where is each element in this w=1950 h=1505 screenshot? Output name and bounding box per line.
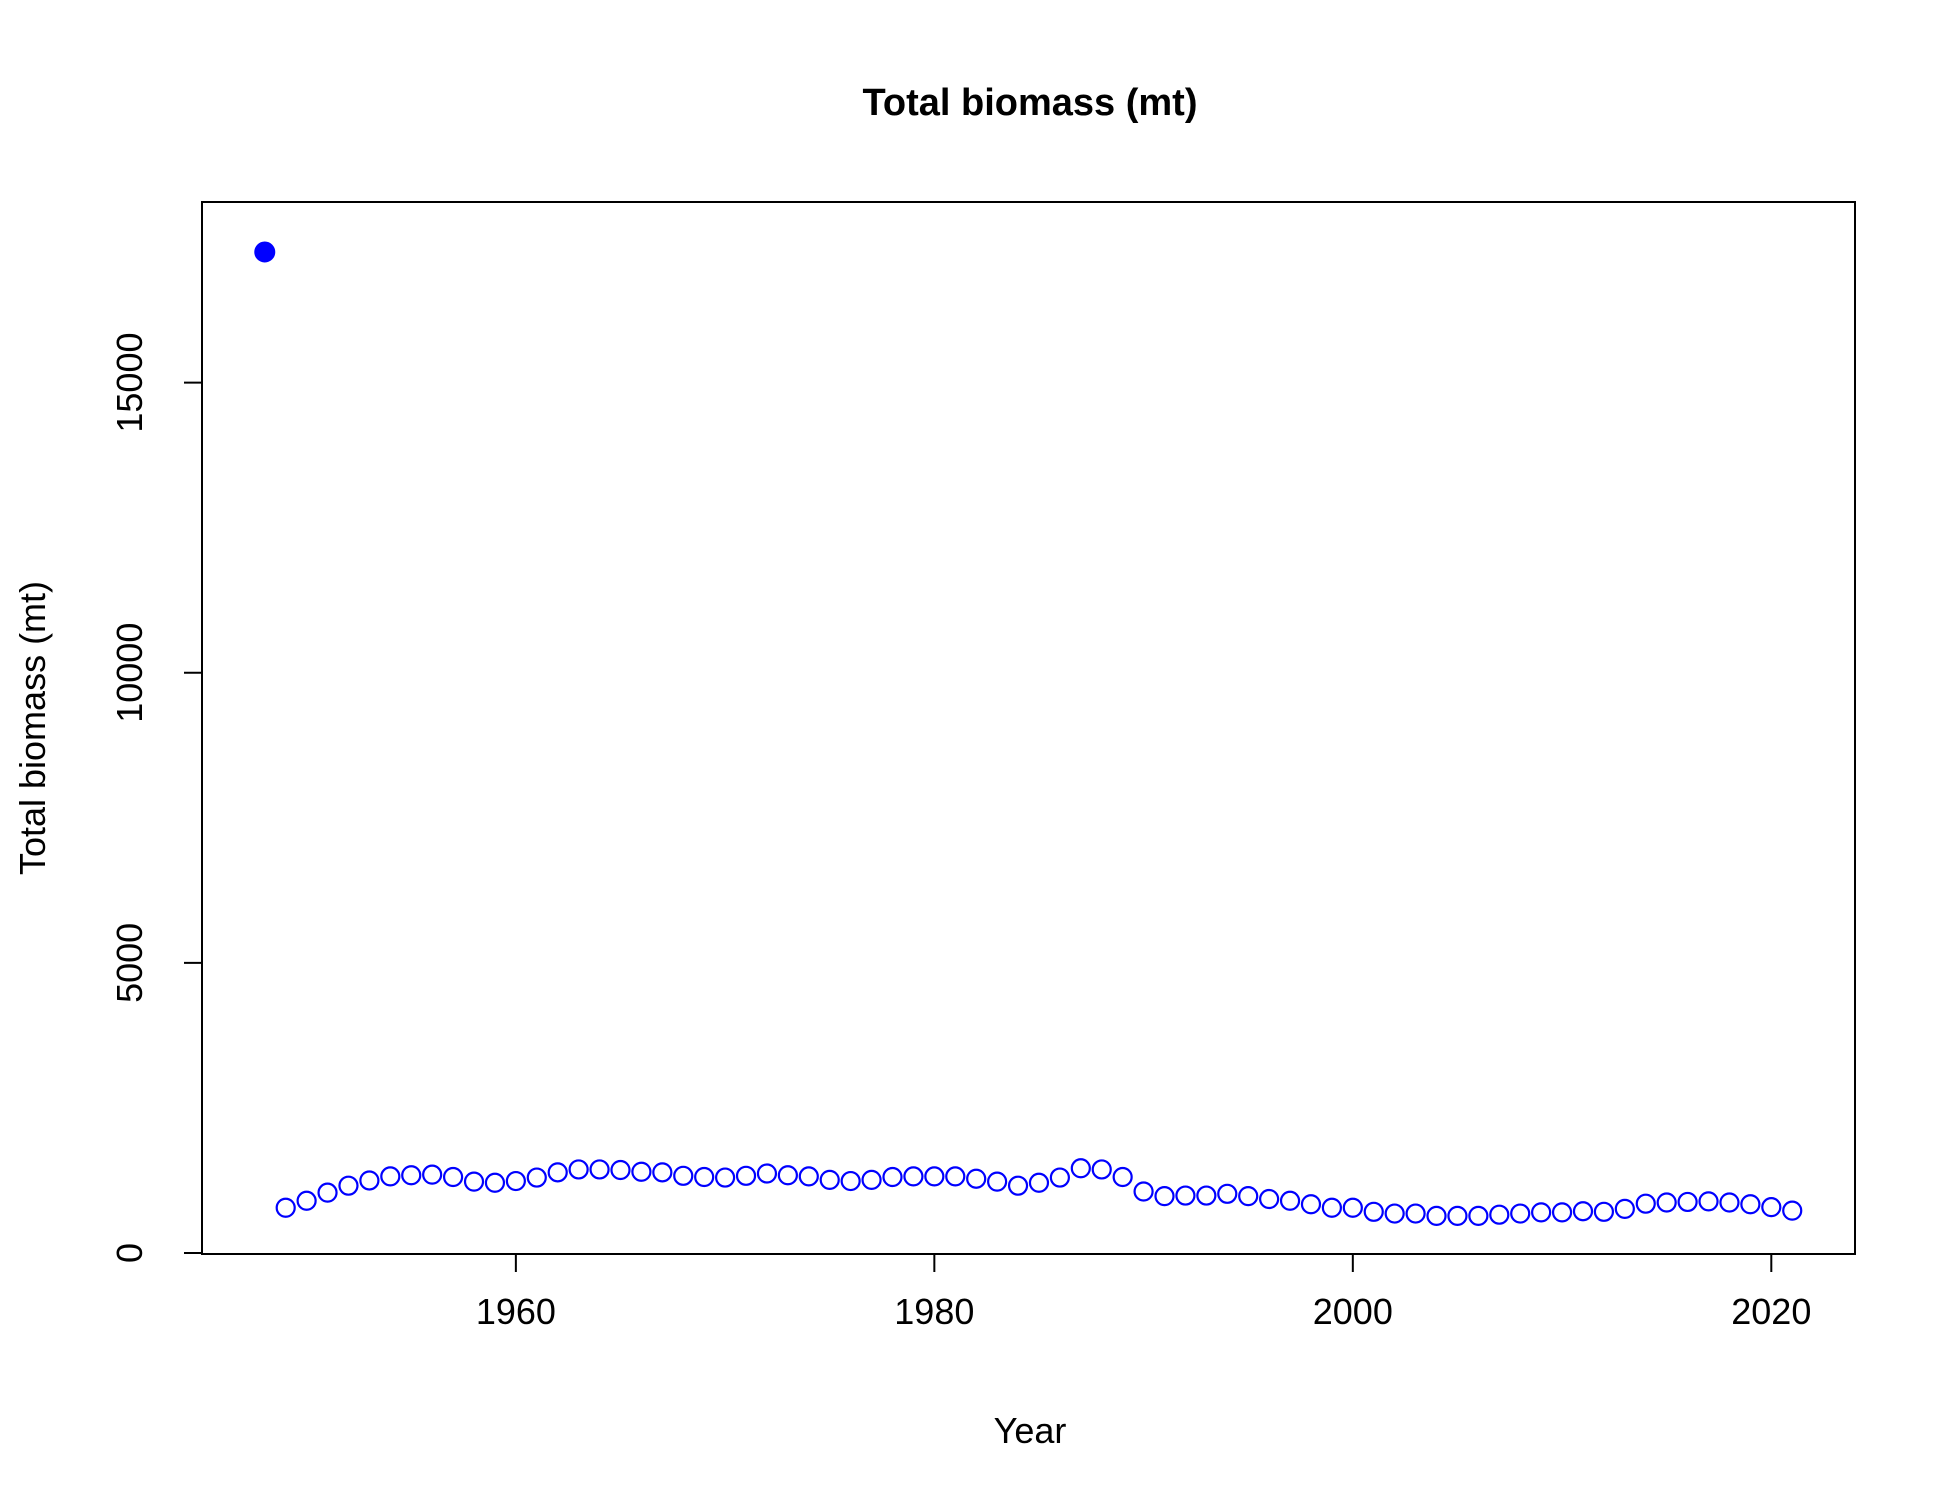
data-point <box>756 1163 778 1184</box>
data-point <box>401 1165 422 1186</box>
data-point <box>735 1165 757 1186</box>
data-point <box>359 1170 380 1191</box>
data-point <box>526 1167 547 1188</box>
data-point <box>694 1166 715 1188</box>
data-point <box>798 1166 819 1187</box>
data-point <box>1572 1201 1594 1222</box>
data-point <box>1133 1181 1154 1202</box>
y-tick-label: 5000 <box>109 923 150 1003</box>
data-points <box>254 241 1803 1226</box>
data-point <box>505 1170 526 1192</box>
data-point <box>1489 1204 1510 1225</box>
data-point <box>610 1159 631 1181</box>
data-point <box>1363 1201 1384 1222</box>
data-point <box>1300 1194 1322 1215</box>
y-axis: 0 5000 10000 15000 <box>109 333 202 1263</box>
data-point <box>1384 1203 1405 1224</box>
plot-frame <box>201 201 1856 1255</box>
data-point <box>1593 1201 1615 1222</box>
data-point <box>296 1190 317 1211</box>
data-point <box>1342 1197 1363 1218</box>
data-point <box>380 1166 401 1187</box>
data-point <box>1656 1192 1677 1213</box>
data-point <box>1447 1205 1468 1226</box>
data-point <box>275 1197 296 1218</box>
data-point <box>715 1167 736 1188</box>
x-tick-label: 1960 <box>476 1291 556 1332</box>
data-point <box>673 1165 694 1186</box>
y-tick-label: 0 <box>109 1243 150 1263</box>
data-point <box>1259 1188 1280 1210</box>
data-point <box>1740 1194 1761 1215</box>
data-point <box>882 1166 903 1188</box>
data-point <box>463 1171 485 1192</box>
data-point <box>1196 1185 1217 1206</box>
data-point <box>1217 1183 1238 1204</box>
data-point <box>422 1164 443 1185</box>
data-point <box>317 1182 338 1203</box>
data-point <box>777 1165 798 1186</box>
data-point <box>484 1172 506 1193</box>
data-point <box>1719 1192 1740 1213</box>
data-point <box>1405 1203 1426 1224</box>
y-tick-label: 15000 <box>109 333 150 433</box>
data-point <box>1070 1158 1091 1179</box>
y-tick-label: 10000 <box>109 623 150 723</box>
data-point <box>945 1166 966 1187</box>
data-point <box>1049 1167 1070 1188</box>
data-point <box>568 1159 589 1180</box>
data-point <box>338 1175 359 1196</box>
data-point <box>1782 1200 1803 1221</box>
data-point <box>1112 1166 1133 1188</box>
data-point <box>1468 1205 1489 1226</box>
data-point <box>1510 1203 1531 1224</box>
data-point <box>1551 1202 1573 1223</box>
data-point <box>966 1168 987 1189</box>
data-point <box>1007 1175 1029 1196</box>
chart-title: Total biomass (mt) <box>863 82 1198 124</box>
data-point <box>1028 1172 1050 1193</box>
data-point <box>840 1170 861 1192</box>
data-point <box>1154 1186 1175 1207</box>
data-point <box>861 1169 882 1190</box>
data-point <box>442 1166 464 1188</box>
x-axis-label: Year <box>994 1410 1067 1451</box>
data-point <box>903 1166 924 1187</box>
data-point <box>987 1171 1008 1192</box>
data-point <box>1175 1185 1196 1206</box>
data-point <box>1677 1191 1698 1213</box>
data-point <box>1238 1186 1259 1207</box>
data-point <box>1761 1197 1782 1218</box>
data-point <box>652 1162 673 1183</box>
data-point <box>1426 1205 1447 1226</box>
x-tick-label: 2000 <box>1313 1291 1393 1332</box>
data-point <box>1698 1191 1719 1212</box>
x-tick-label: 2020 <box>1731 1291 1811 1332</box>
x-tick-label: 1980 <box>894 1291 974 1332</box>
data-point <box>547 1162 568 1183</box>
data-point <box>1531 1202 1552 1223</box>
data-point <box>924 1166 945 1187</box>
data-point <box>1279 1190 1301 1211</box>
data-point <box>1321 1197 1342 1218</box>
data-point <box>1635 1193 1656 1214</box>
x-axis: 1960 1980 2000 2020 <box>476 1254 1811 1332</box>
data-point <box>819 1169 840 1190</box>
data-point <box>589 1159 610 1180</box>
data-point <box>631 1161 652 1182</box>
filled-data-point <box>254 241 276 263</box>
data-point <box>1091 1159 1112 1180</box>
data-point <box>1614 1198 1635 1219</box>
y-axis-label: Total biomass (mt) <box>12 581 53 875</box>
